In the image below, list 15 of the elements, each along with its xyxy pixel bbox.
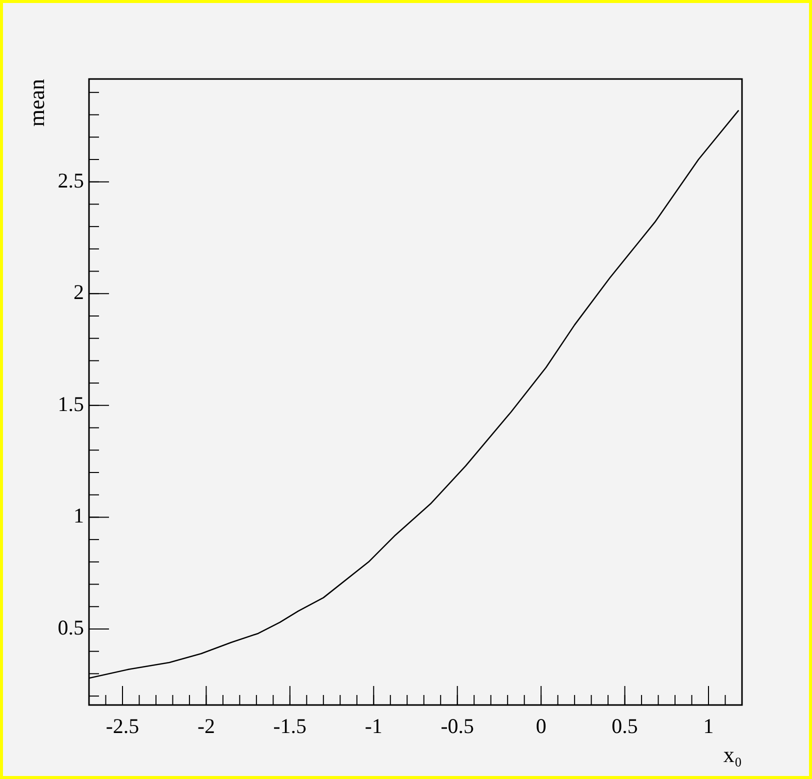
x-tick-label: 0: [536, 714, 546, 738]
y-tick-label: 0.5: [58, 616, 84, 640]
y-tick-label: 2: [74, 280, 84, 304]
x-tick-label: -1.5: [273, 714, 307, 738]
y-tick-label: 2.5: [58, 168, 84, 192]
x-tick-label: -0.5: [440, 714, 474, 738]
x-tick-label: -2.5: [106, 714, 140, 738]
y-tick-label: 1: [74, 504, 84, 528]
x-tick-label: 0.5: [612, 714, 638, 738]
y-axis-title: mean: [24, 79, 49, 127]
x-tick-label: -2: [197, 714, 215, 738]
x-tick-label: -1: [364, 714, 382, 738]
y-tick-label: 1.5: [58, 392, 84, 416]
x-tick-label: 1: [703, 714, 714, 738]
x-axis-title: x₀: [723, 742, 742, 767]
